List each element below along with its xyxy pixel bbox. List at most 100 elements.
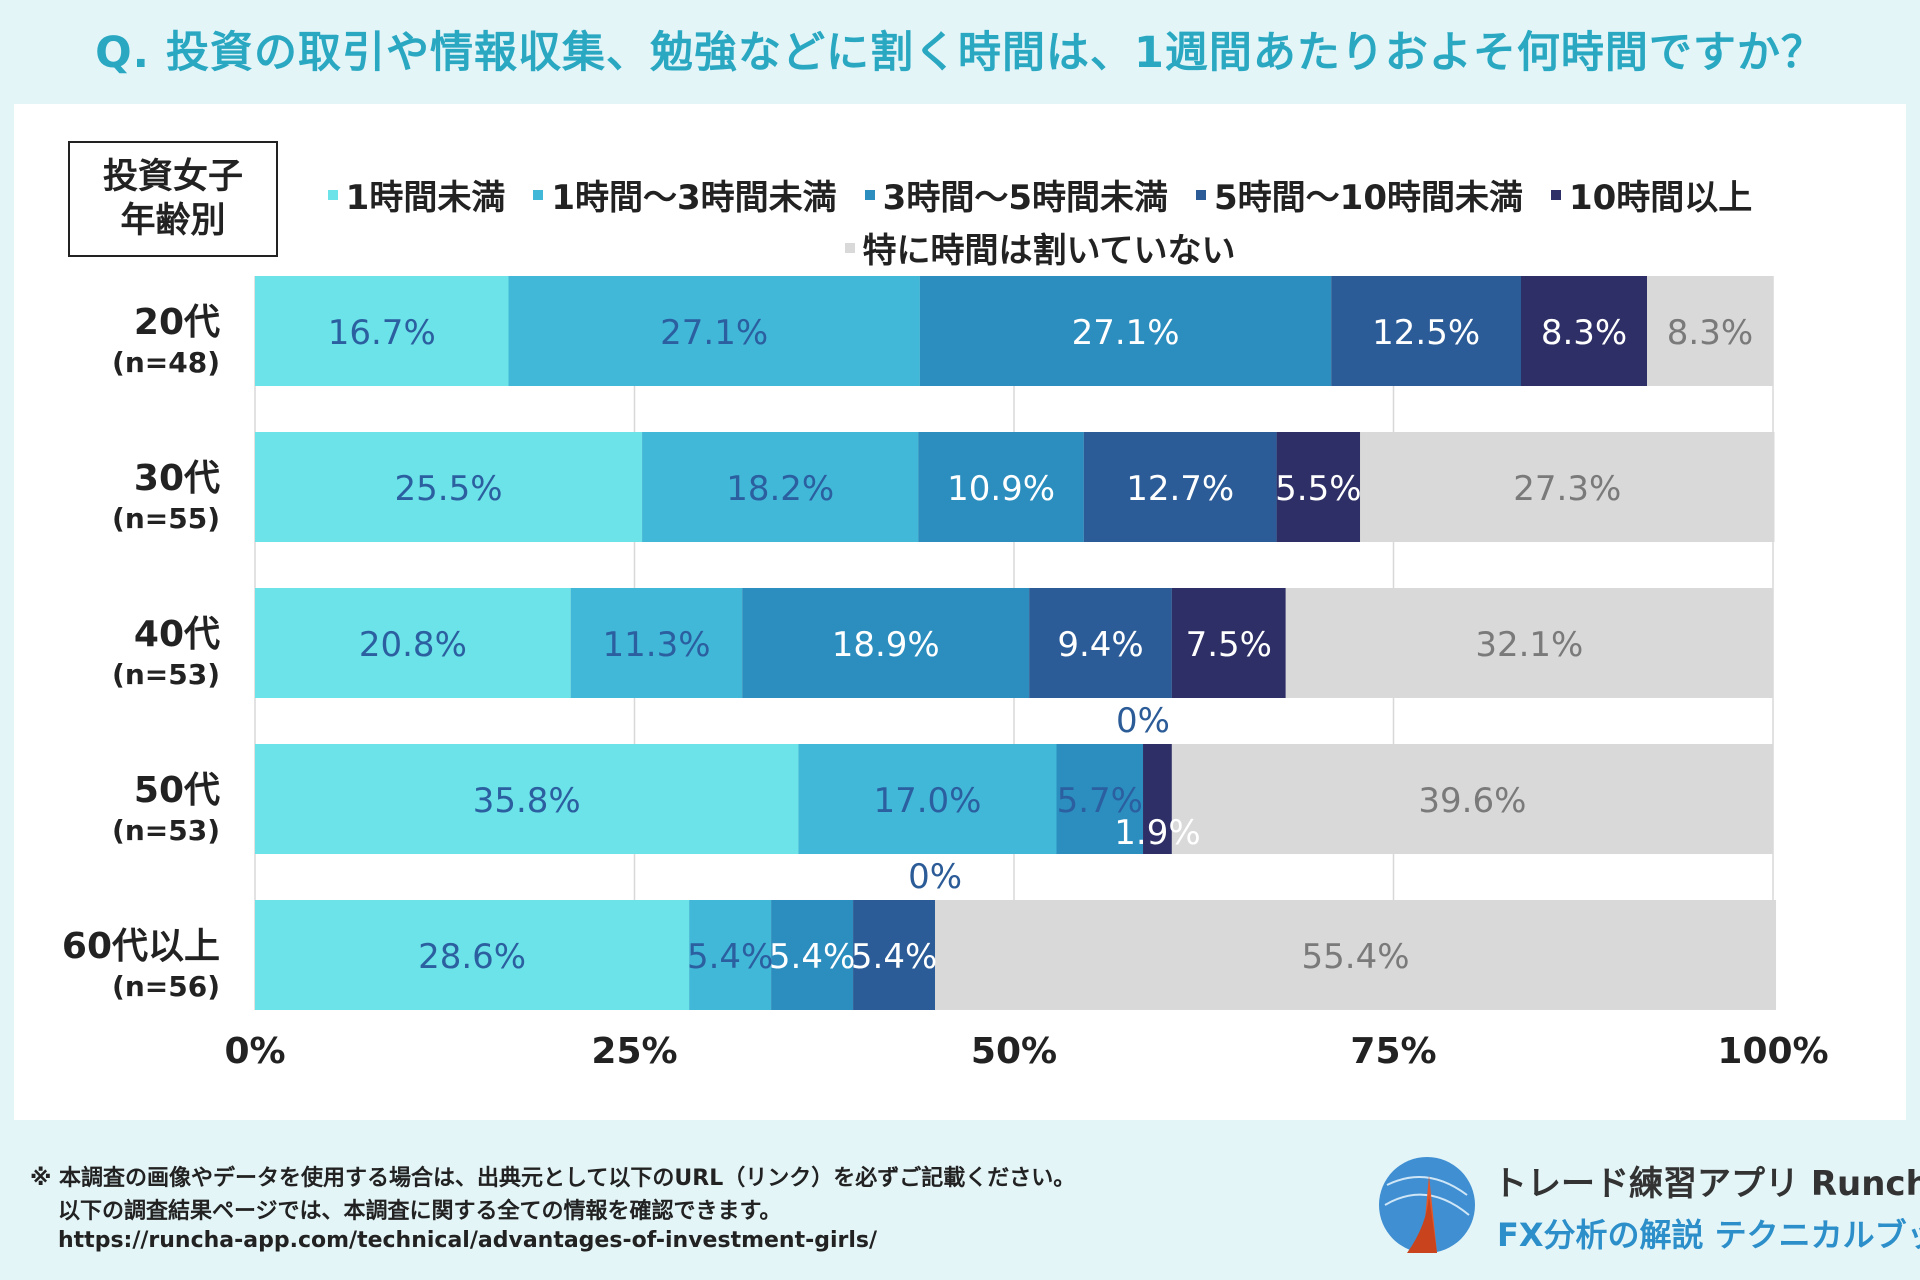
bar-value-label: 27.1% <box>1072 313 1180 353</box>
bar-segment <box>918 432 1084 542</box>
bar-value-label: 8.3% <box>1667 313 1753 353</box>
legend-swatch <box>1196 189 1206 200</box>
category-n-label: (n=48) <box>112 346 220 379</box>
bar-value-label: 0% <box>1116 701 1170 741</box>
legend-label: 1時間未満 <box>345 178 506 218</box>
chart-title: Q. 投資の取引や情報収集、勉強などに割く時間は、1週間あたりおよそ何時間ですか… <box>95 28 1825 78</box>
legend-label: 3時間〜5時間未満 <box>882 178 1168 218</box>
runcha-logo-icon <box>1379 1157 1475 1253</box>
bar-segment <box>798 744 1057 854</box>
group-label-line-2: 年齢別 <box>120 201 226 241</box>
bar-segment <box>1083 432 1277 542</box>
bar-segment <box>642 432 919 542</box>
bar-value-label: 27.3% <box>1513 469 1621 509</box>
bar-value-label: 1.9% <box>1114 813 1200 853</box>
legend-label: 1時間〜3時間未満 <box>551 178 837 218</box>
x-tick-label: 50% <box>971 1031 1057 1072</box>
bar-value-label: 5.4% <box>769 937 855 977</box>
legend-swatch <box>844 242 855 253</box>
bar-segment <box>255 588 571 698</box>
bar-value-label: 9.4% <box>1057 625 1143 665</box>
bar-value-label: 5.4% <box>687 937 773 977</box>
legend-label: 特に時間は割いていない <box>862 231 1236 271</box>
bar-value-label: 55.4% <box>1302 937 1410 977</box>
bar-value-label: 10.9% <box>947 469 1055 509</box>
x-tick-label: 100% <box>1717 1031 1828 1072</box>
bar-value-label: 12.5% <box>1372 313 1480 353</box>
bar-segment <box>1285 588 1773 698</box>
bar-value-label: 32.1% <box>1475 625 1583 665</box>
bar-segment <box>919 276 1332 386</box>
brand-name: トレード練習アプリ Runcha <box>1493 1164 1920 1204</box>
x-tick-label: 25% <box>591 1031 677 1072</box>
legend: 1時間未満 1時間〜3時間未満 3時間〜5時間未満 5時間〜10時間未満 10時間以上特… <box>300 170 1780 272</box>
category-n-label: (n=55) <box>112 502 220 535</box>
legend-item: 5時間〜10時間未満 <box>1196 170 1523 219</box>
footnote-line-2: 以下の調査結果ページでは、本調査に関する全ての情報を確認できます。 <box>58 1199 782 1224</box>
legend-item: 10時間以上 <box>1550 170 1753 219</box>
category-label: 20代 <box>134 302 220 343</box>
legend-swatch <box>864 189 875 200</box>
group-label-line-1: 投資女子 <box>102 157 243 197</box>
stacked-bar-chart: 16.7% 27.1% 27.1% 12.5% 8.3% 8.3% 20代(n=48) 25.… <box>62 276 1829 1072</box>
bar-segment <box>255 432 643 542</box>
bar-value-label: 17.0% <box>873 781 981 821</box>
bar-segment <box>771 900 854 1010</box>
legend-item: 1時間〜3時間未満 <box>533 170 837 219</box>
bar-value-label: 5.7% <box>1057 781 1143 821</box>
bar-value-label: 20.8% <box>359 625 467 665</box>
bar-segment <box>255 900 690 1010</box>
bar-segment <box>1171 588 1286 698</box>
bar-segment <box>1171 744 1773 854</box>
bar-segment <box>255 276 509 386</box>
bar-segment <box>935 900 1777 1010</box>
bar-value-label: 28.6% <box>418 937 526 977</box>
x-tick-label: 0% <box>224 1031 285 1072</box>
bar-segment <box>570 588 743 698</box>
bar-value-label: 0% <box>908 857 962 897</box>
category-label: 60代以上 <box>62 926 220 967</box>
bar-segment <box>1143 744 1172 854</box>
legend-label: 5時間〜10時間未満 <box>1214 178 1523 218</box>
legend-item: 1時間未満 <box>327 170 506 219</box>
bar-segment <box>742 588 1030 698</box>
bar-value-label: 8.3% <box>1541 313 1627 353</box>
bar-segment <box>853 900 936 1010</box>
bar-segment <box>1029 588 1172 698</box>
bar-segment <box>689 900 772 1010</box>
category-label: 30代 <box>134 458 220 499</box>
bar-segment <box>1331 276 1522 386</box>
bar-value-label: 25.5% <box>395 469 503 509</box>
bar-segment <box>1276 432 1361 542</box>
category-n-label: (n=53) <box>112 658 220 691</box>
legend-swatch <box>327 189 338 200</box>
bar-value-label: 27.1% <box>660 313 768 353</box>
bar-value-label: 18.2% <box>726 469 834 509</box>
bar-segment <box>1056 744 1144 854</box>
bar-value-label: 16.7% <box>328 313 436 353</box>
legend-item: 特に時間は割いていない <box>844 223 1236 272</box>
bar-value-label: 39.6% <box>1418 781 1526 821</box>
bar-segment <box>1647 276 1773 386</box>
bar-value-label: 5.5% <box>1275 469 1361 509</box>
legend-swatch <box>533 189 544 200</box>
category-n-label: (n=56) <box>112 970 220 1003</box>
bar-value-label: 7.5% <box>1186 625 1272 665</box>
source-url-link[interactable]: https://runcha-app.com/technical/advanta… <box>58 1228 878 1253</box>
legend-label: 10時間以上 <box>1568 178 1753 218</box>
brand-subtitle: FX分析の解説 テクニカルブック <box>1497 1216 1920 1254</box>
bar-value-label: 5.4% <box>851 937 937 977</box>
category-label: 40代 <box>134 614 220 655</box>
footnote-line-1: ※ 本調査の画像やデータを使用する場合は、出典元として以下のURL（リンク）を必… <box>30 1166 1076 1191</box>
bar-segment <box>255 744 799 854</box>
bar-value-label: 35.8% <box>473 781 581 821</box>
bar-segment <box>508 276 920 386</box>
legend-item: 3時間〜5時間未満 <box>864 170 1168 219</box>
legend-swatch <box>1550 189 1561 200</box>
group-label-box: 投資女子 年齢別 <box>68 141 278 257</box>
category-label: 50代 <box>134 770 220 811</box>
x-tick-label: 75% <box>1350 1031 1436 1072</box>
bar-value-label: 18.9% <box>832 625 940 665</box>
bar-value-label: 12.7% <box>1126 469 1234 509</box>
category-n-label: (n=53) <box>112 814 220 847</box>
